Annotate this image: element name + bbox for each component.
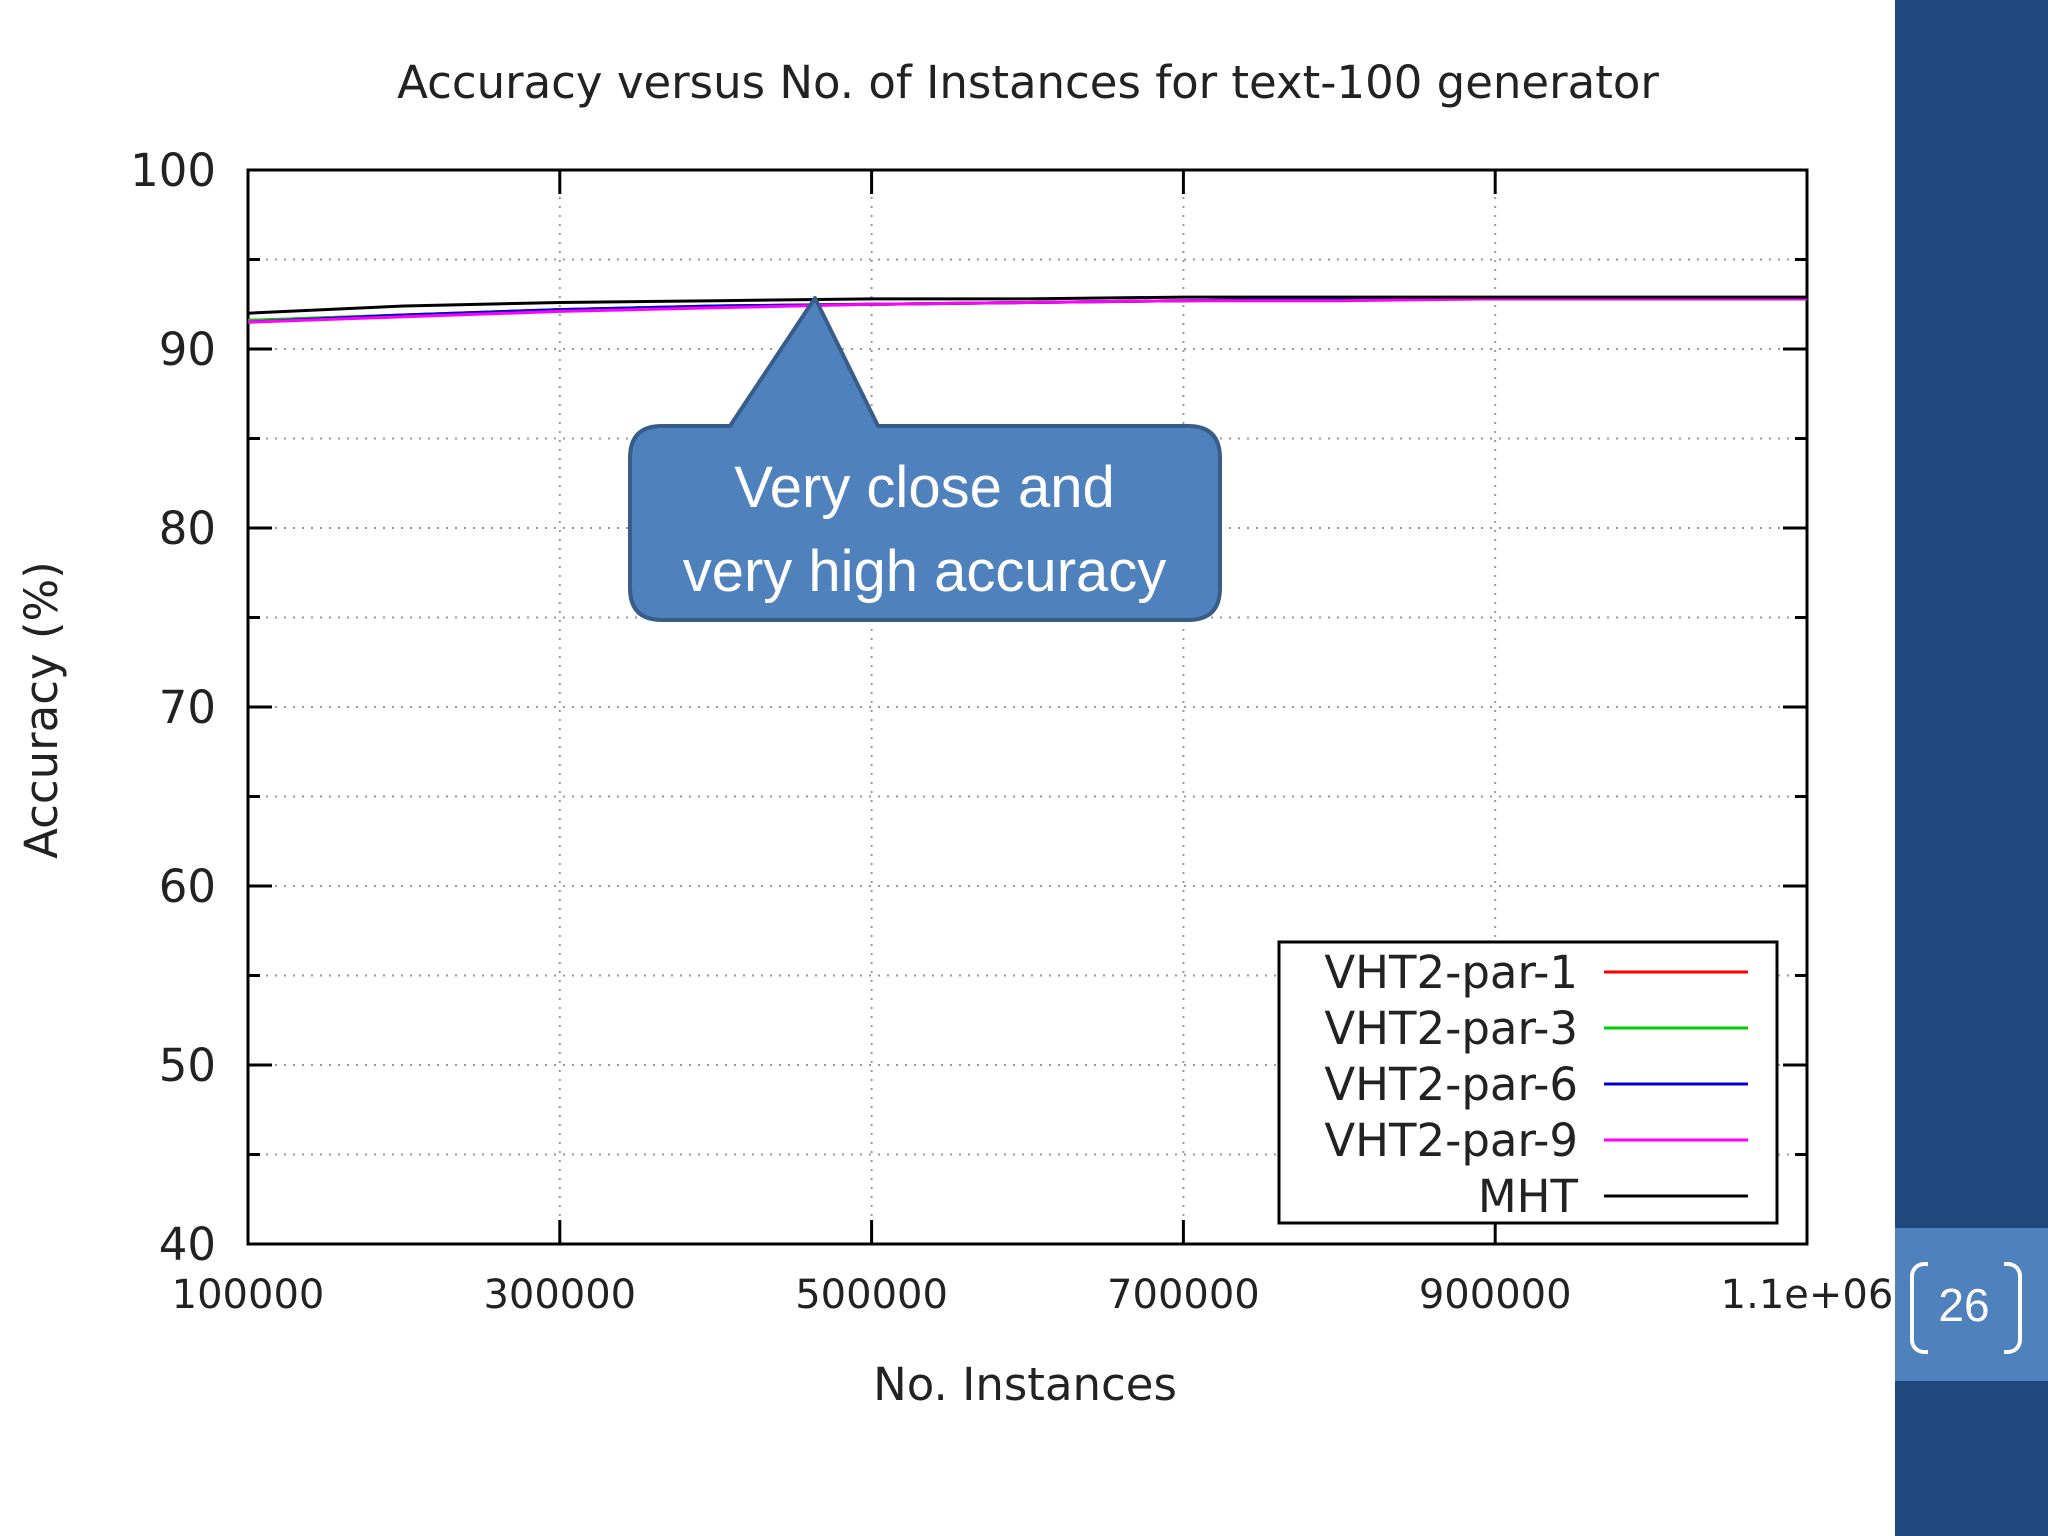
series-layer	[247, 295, 1807, 324]
x-tick-label: 300000	[483, 1272, 636, 1318]
callout-text: Very close and very high accuracy	[632, 446, 1217, 614]
y-tick-label: 60	[159, 860, 216, 913]
x-tick-label: 1.1e+06	[1721, 1272, 1894, 1318]
page-number-box	[1895, 1228, 2048, 1381]
y-tick-label: 90	[159, 323, 216, 376]
x-tick-label: 900000	[1419, 1272, 1572, 1318]
legend-label: MHT	[1478, 1170, 1579, 1223]
x-tick-label: 500000	[795, 1272, 948, 1318]
y-tick-label: 70	[159, 681, 216, 734]
legend-label: VHT2-par-6	[1324, 1058, 1578, 1111]
legend-label: VHT2-par-9	[1324, 1114, 1578, 1167]
callout-line-2: very high accuracy	[682, 539, 1167, 604]
x-tick-label: 700000	[1107, 1272, 1260, 1318]
left-brace-icon	[1910, 1262, 1928, 1354]
y-tick-label: 40	[159, 1218, 216, 1271]
series-vht2-par-9-line	[247, 297, 1807, 324]
legend-label: VHT2-par-1	[1324, 946, 1578, 999]
page-number: 26	[1938, 1279, 1990, 1331]
series-mht-line	[247, 295, 1807, 315]
right-brace-icon	[2004, 1262, 2022, 1354]
plot-axes: 40 50 60 70 80 90 100 100000 300000 500000 700000 9…	[130, 144, 1893, 1318]
legend-label: VHT2-par-3	[1324, 1002, 1578, 1055]
y-tick-label: 50	[159, 1039, 216, 1092]
callout-shape	[628, 296, 1222, 622]
chart-title: Accuracy versus No. of Instances for tex…	[397, 56, 1659, 109]
x-tick-label: 100000	[172, 1272, 325, 1318]
y-tick-label: 80	[159, 502, 216, 555]
y-axis-label: Accuracy (%)	[15, 561, 68, 859]
callout-line-1: Very close and	[734, 455, 1115, 520]
legend: VHT2-par-1VHT2-par-3VHT2-par-6VHT2-par-9…	[1277, 940, 1779, 1225]
x-axis-label: No. Instances	[873, 1358, 1177, 1411]
y-tick-label: 100	[130, 144, 216, 197]
